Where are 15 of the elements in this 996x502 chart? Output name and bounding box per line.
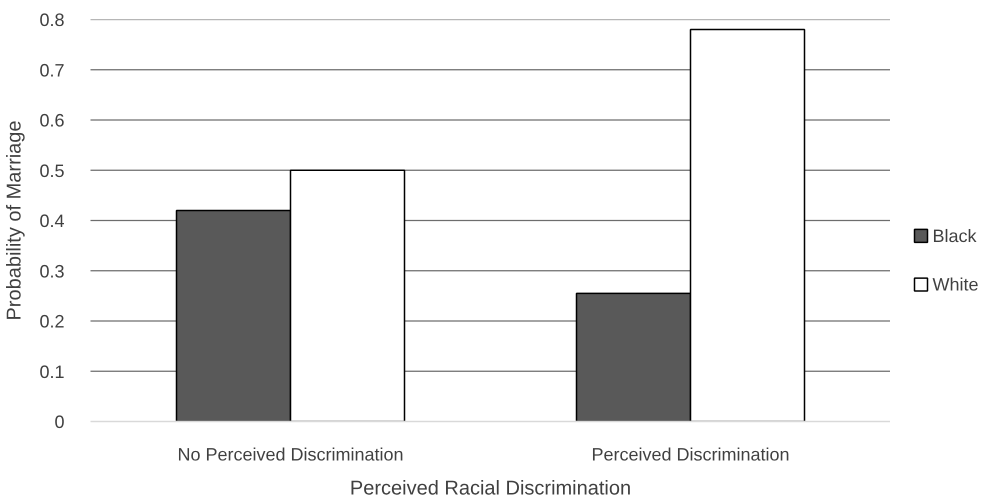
- y-tick-label: 0.5: [39, 160, 65, 181]
- y-tick-label: 0.8: [39, 10, 65, 30]
- legend-label: Black: [932, 226, 978, 246]
- y-tick-label: 0.7: [39, 60, 65, 80]
- x-axis-title: Perceived Racial Discrimination: [350, 478, 632, 500]
- y-tick-label: 0.3: [39, 261, 65, 282]
- y-tick-label: 0.1: [39, 362, 65, 382]
- x-tick-label: No Perceived Discrimination: [177, 444, 404, 464]
- y-axis-title: Probability of Marriage: [3, 120, 26, 321]
- legend-label: White: [932, 274, 979, 295]
- y-tick-label: 0.6: [39, 110, 65, 130]
- y-tick-label: 0.2: [39, 312, 65, 332]
- y-tick-label: 0.4: [39, 211, 65, 231]
- x-tick-label: Perceived Discrimination: [591, 444, 790, 464]
- y-tick-label: 0: [54, 412, 65, 432]
